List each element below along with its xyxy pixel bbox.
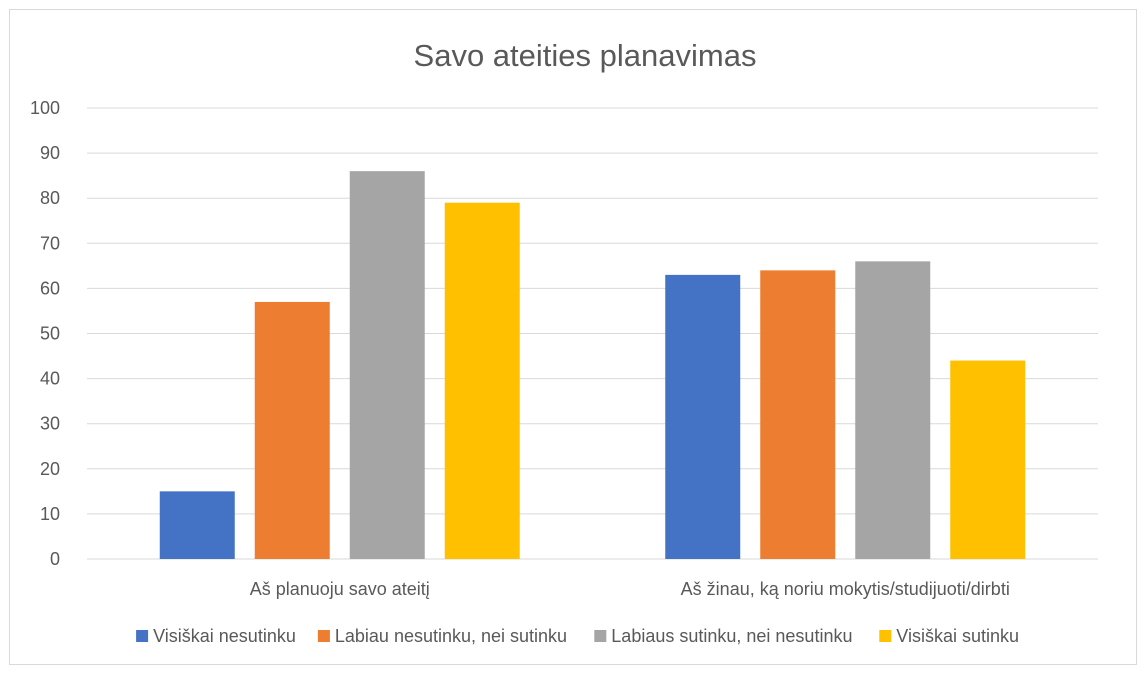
y-tick-label: 80 — [40, 188, 60, 208]
gridlines — [87, 107, 1098, 560]
legend-swatch — [879, 630, 892, 642]
y-tick-label: 10 — [40, 504, 60, 524]
legend-label: Visiškai nesutinku — [153, 626, 296, 646]
legend-swatch — [317, 630, 330, 642]
bar — [254, 301, 330, 559]
y-tick-label: 30 — [40, 414, 60, 434]
y-tick-label: 100 — [30, 98, 60, 118]
legend-swatch — [136, 630, 149, 642]
bars — [159, 171, 1026, 559]
y-tick-label: 60 — [40, 278, 60, 298]
bar — [760, 270, 836, 559]
y-tick-label: 0 — [50, 549, 60, 569]
bar — [159, 491, 235, 559]
y-tick-label: 40 — [40, 369, 60, 389]
bar — [855, 261, 931, 559]
x-axis-categories: Aš planuoju savo ateitį Aš žinau, ką nori… — [250, 579, 1010, 599]
legend-label: Labiau nesutinku, nei sutinku — [335, 626, 567, 646]
x-category-label: Aš žinau, ką noriu mokytis/studijuoti/di… — [681, 579, 1010, 599]
bar — [950, 360, 1026, 559]
legend-label: Visiškai sutinku — [896, 626, 1019, 646]
chart-title: Savo ateities planavimas — [414, 38, 757, 73]
y-tick-label: 70 — [40, 233, 60, 253]
legend: Visiškai nesutinku Labiau nesutinku, nei … — [136, 626, 1019, 646]
y-axis-ticks: 0 10 20 30 40 50 60 70 80 90 100 — [30, 98, 60, 569]
legend-label: Labiaus sutinku, nei nesutinku — [611, 626, 852, 646]
bar — [444, 202, 520, 559]
bar — [665, 274, 741, 559]
x-category-label: Aš planuoju savo ateitį — [250, 579, 430, 599]
y-tick-label: 90 — [40, 143, 60, 163]
y-tick-label: 20 — [40, 459, 60, 479]
bar — [349, 171, 425, 559]
y-tick-label: 50 — [40, 324, 60, 344]
legend-swatch — [594, 630, 607, 642]
